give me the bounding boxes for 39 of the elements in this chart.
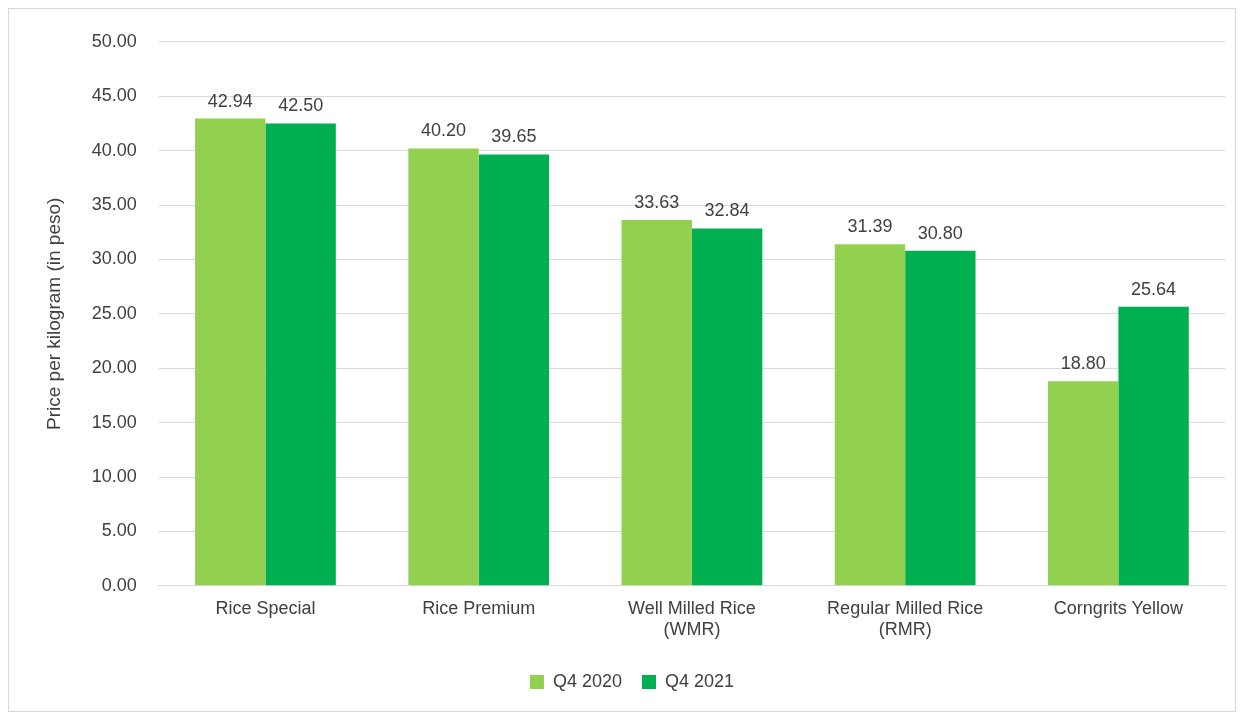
- bar: [195, 118, 266, 586]
- y-tick-label: 30.00: [91, 248, 137, 269]
- bar: [691, 228, 763, 586]
- data-label: 25.64: [1131, 278, 1177, 299]
- data-label: 18.80: [1060, 353, 1106, 374]
- y-tick-label: 10.00: [91, 465, 137, 486]
- legend-label: Q4 2021: [665, 670, 735, 691]
- y-tick-label: 15.00: [91, 411, 137, 432]
- y-tick-label: 25.00: [91, 302, 137, 323]
- x-tick-label: Corngrits Yellow: [1053, 597, 1184, 618]
- y-tick-label: 5.00: [101, 520, 137, 541]
- y-axis-title: Price per kilogram (in peso): [42, 197, 64, 430]
- bar: [408, 148, 479, 586]
- legend-label: Q4 2020: [552, 670, 623, 691]
- bar: [1118, 306, 1189, 586]
- data-label: 31.39: [847, 216, 893, 237]
- data-label: 30.80: [917, 222, 963, 243]
- x-tick-label: Regular Milled Rice (RMR): [827, 597, 984, 640]
- data-label: 40.20: [420, 120, 467, 141]
- bar: [265, 123, 336, 586]
- data-label: 33.63: [634, 191, 680, 212]
- y-tick-label: 35.00: [91, 193, 137, 214]
- bar: [621, 219, 692, 586]
- bar: [905, 250, 976, 586]
- x-tick-label: Well Milled Rice (WMR): [628, 597, 756, 640]
- x-tick-label: Rice Special: [215, 597, 316, 618]
- y-tick-label: 40.00: [91, 139, 137, 160]
- data-label: 42.94: [207, 90, 253, 111]
- data-label: 42.50: [278, 95, 324, 116]
- x-tick-label: Rice Premium: [422, 597, 536, 618]
- y-tick-label: 50.00: [91, 30, 137, 51]
- y-tick-label: 45.00: [91, 85, 137, 106]
- y-tick-label: 0.00: [101, 574, 137, 595]
- y-tick-label: 20.00: [91, 357, 137, 378]
- data-label: 39.65: [491, 126, 537, 147]
- bar: [834, 244, 906, 586]
- data-label: 32.84: [704, 200, 750, 221]
- bar: [478, 154, 550, 586]
- bar: [1048, 381, 1119, 586]
